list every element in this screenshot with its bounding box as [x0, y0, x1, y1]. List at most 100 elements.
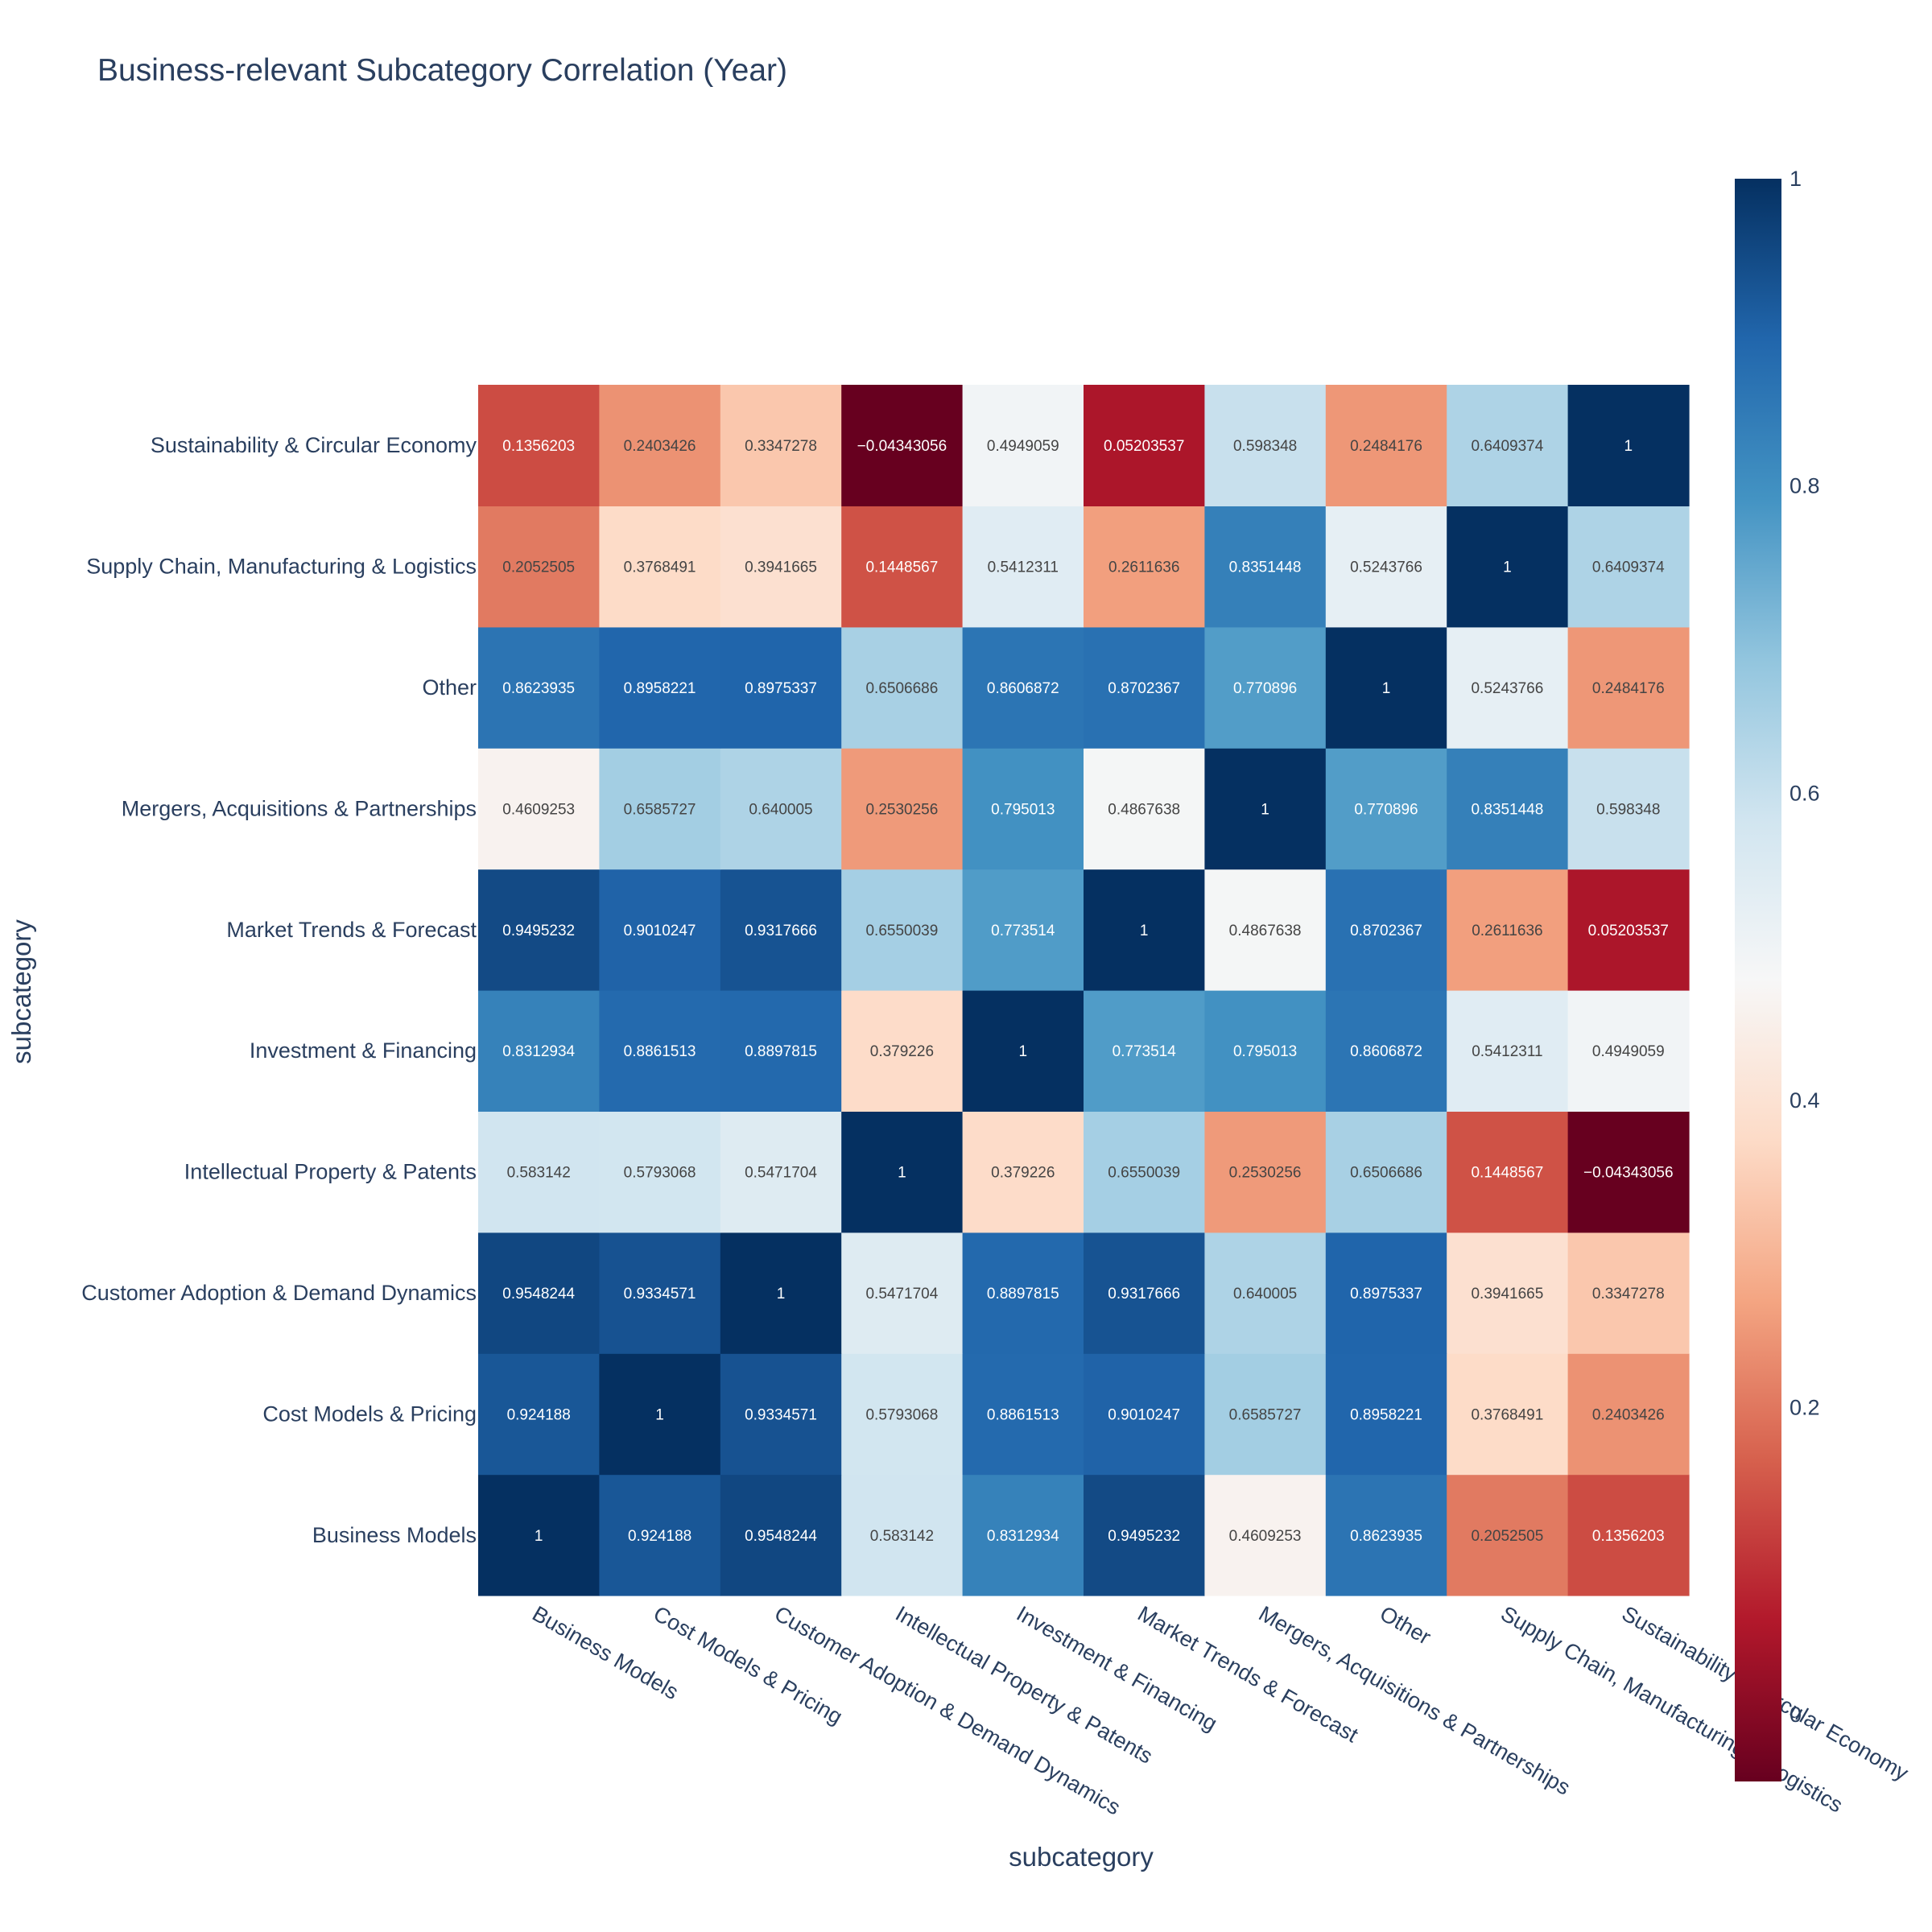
heatmap-cell-value: 1 [1624, 438, 1633, 455]
heatmap-cell [1325, 385, 1447, 506]
heatmap-cell-value: 0.8861513 [624, 1043, 696, 1060]
heatmap-cell-value: 0.6409374 [1592, 559, 1665, 576]
heatmap-cell [1567, 385, 1690, 506]
heatmap-cell [962, 1232, 1084, 1354]
heatmap-cell [599, 1474, 721, 1596]
y-tick-label-market-trends-forecast: Market Trends & Forecast [226, 918, 477, 942]
colorbar-tick-label: 0 [1790, 1703, 1802, 1727]
heatmap-cell [841, 1353, 964, 1476]
heatmap-cell [1447, 748, 1569, 870]
heatmap-cell [962, 869, 1084, 991]
heatmap-cell-value: 0.1356203 [1592, 1528, 1665, 1545]
heatmap-cell [1204, 869, 1327, 991]
heatmap-cell [599, 506, 721, 628]
y-tick-label-intellectual-property-patents: Intellectual Property & Patents [184, 1160, 477, 1184]
heatmap-cell-value: 0.8351448 [1229, 559, 1302, 576]
heatmap-cell [841, 990, 964, 1112]
heatmap-cell-value: 0.5412311 [988, 559, 1059, 576]
heatmap-cell-value: 1 [535, 1528, 543, 1545]
heatmap-cell [1204, 748, 1327, 870]
heatmap-cell-value: 0.770896 [1233, 680, 1297, 697]
colorbar-tick-label: 0.8 [1790, 474, 1820, 498]
heatmap-cell-value: 0.598348 [1596, 801, 1660, 818]
heatmap-cell [478, 748, 600, 870]
heatmap-cell-value: 0.8975337 [1350, 1286, 1422, 1302]
heatmap-cell [599, 1353, 721, 1476]
heatmap-cell-value: 0.773514 [1113, 1043, 1177, 1060]
heatmap-cell-value: 0.5412311 [1472, 1043, 1542, 1060]
heatmap-cell [599, 990, 721, 1112]
heatmap-cell-value: 0.5793068 [865, 1406, 938, 1423]
heatmap-cell-value: 0.5471704 [745, 1165, 817, 1182]
heatmap-cell [1325, 1474, 1447, 1596]
heatmap-cell-value: 0.4867638 [1108, 801, 1180, 818]
heatmap-cell [1447, 1111, 1569, 1233]
heatmap-cell-value: −0.04343056 [1583, 1165, 1673, 1182]
heatmap-cell [1204, 1111, 1327, 1233]
heatmap-cell [841, 626, 964, 749]
heatmap-cell [1084, 626, 1205, 749]
y-tick-label-sustainability-circular-economy: Sustainability & Circular Economy [151, 433, 477, 457]
heatmap-cell [1204, 1474, 1327, 1596]
heatmap-cell-value: 0.583142 [507, 1165, 571, 1182]
heatmap-cell-value: 0.2611636 [1472, 923, 1542, 939]
heatmap-cell [720, 385, 842, 506]
heatmap-cell [478, 1232, 600, 1354]
heatmap-cell-value: 0.598348 [1233, 438, 1297, 455]
heatmap-cell-value: 0.795013 [991, 801, 1055, 818]
heatmap-cell [478, 1111, 600, 1233]
heatmap-cell-value: 0.4949059 [987, 438, 1059, 455]
heatmap-cell-value: 0.9010247 [1108, 1406, 1180, 1423]
y-axis-tick-labels: Business Models Cost Models & Pricing Cust… [81, 433, 477, 1547]
heatmap-cell [1447, 385, 1569, 506]
heatmap-cell [841, 869, 964, 991]
heatmap-cell-value: 0.9495232 [502, 923, 575, 939]
y-tick-label-investment-financing: Investment & Financing [250, 1038, 477, 1063]
heatmap-cell-value: 1 [777, 1286, 786, 1302]
heatmap-cell [1567, 1111, 1690, 1233]
heatmap-cell-value: 1 [1019, 1043, 1028, 1060]
heatmap-cell [1084, 990, 1205, 1112]
heatmap-cell [1325, 990, 1447, 1112]
heatmap-cell [1447, 1232, 1569, 1354]
heatmap-cell [962, 1111, 1084, 1233]
colorbar-tick-label: 1 [1790, 167, 1802, 191]
heatmap-cell-value: 0.2484176 [1592, 680, 1665, 697]
heatmap-cell [1325, 1232, 1447, 1354]
heatmap-cell [1325, 748, 1447, 870]
heatmap-cell [1567, 1232, 1690, 1354]
heatmap-cell [599, 748, 721, 870]
heatmap-cell [841, 1232, 964, 1354]
y-tick-label-other: Other [422, 675, 477, 700]
x-tick-label-market-trends-forecast: Market Trends & Forecast [1133, 1601, 1362, 1748]
heatmap-cell-value: 0.8861513 [987, 1406, 1059, 1423]
heatmap-cell-value: 0.9495232 [1108, 1528, 1180, 1545]
heatmap-cell [962, 748, 1084, 870]
heatmap-cell [1325, 869, 1447, 991]
heatmap-cell-value: 0.5243766 [1350, 559, 1422, 576]
heatmap-cell [478, 506, 600, 628]
heatmap-cell-value: −0.04343056 [857, 438, 947, 455]
heatmap-cell [962, 506, 1084, 628]
heatmap-cell-value: 0.8702367 [1108, 680, 1180, 697]
heatmap-cell-value: 0.9548244 [502, 1286, 575, 1302]
y-tick-label-cost-models-pricing: Cost Models & Pricing [262, 1402, 477, 1426]
heatmap-cell-value: 0.6585727 [1229, 1406, 1302, 1423]
y-tick-label-mergers-acquisitions-partnerships: Mergers, Acquisitions & Partnerships [122, 796, 477, 820]
heatmap-cell [720, 990, 842, 1112]
heatmap-cell-value: 0.2403426 [1592, 1406, 1665, 1423]
heatmap-cell-value: 0.640005 [749, 801, 812, 818]
heatmap-cell-value: 0.8312934 [502, 1043, 575, 1060]
heatmap-cell [1447, 1474, 1569, 1596]
heatmap-cell [1084, 1353, 1205, 1476]
heatmap-cell [478, 626, 600, 749]
heatmap-cell-value: 0.2052505 [502, 559, 575, 576]
heatmap-cell-value: 0.2052505 [1471, 1528, 1543, 1545]
heatmap-cell-value: 0.640005 [1233, 1286, 1297, 1302]
heatmap-cell-value: 0.379226 [991, 1165, 1055, 1182]
heatmap-cell-value: 0.6409374 [1471, 438, 1543, 455]
heatmap-cell [841, 1474, 964, 1596]
heatmap-cell [841, 506, 964, 628]
heatmap-cell-value: 0.9334571 [624, 1286, 696, 1302]
heatmap-cell [1447, 869, 1569, 991]
